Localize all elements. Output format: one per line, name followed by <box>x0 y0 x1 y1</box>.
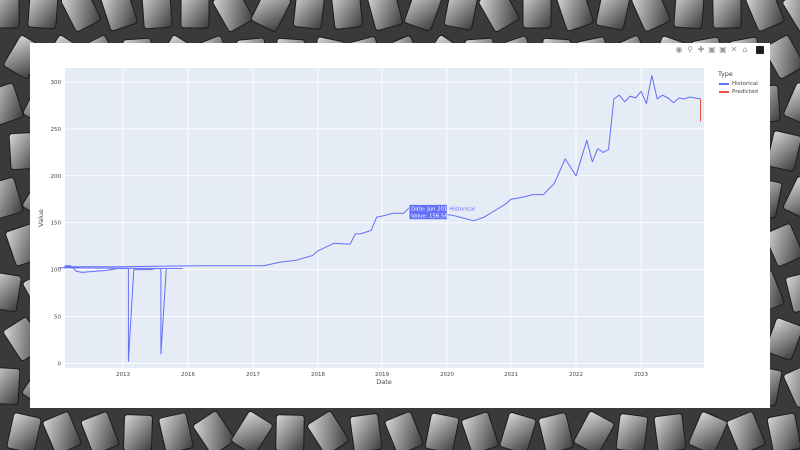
pan-icon[interactable]: ✚ <box>697 45 705 54</box>
background-tile <box>404 0 442 32</box>
background-tile <box>141 0 173 30</box>
background-tile <box>782 0 800 33</box>
background-tile <box>712 0 742 29</box>
grid <box>65 68 704 368</box>
y-tick-label: 200 <box>51 174 62 180</box>
plot-area <box>65 68 704 368</box>
background-tile <box>478 0 520 32</box>
background-tile <box>180 0 210 29</box>
background-tile <box>499 411 537 450</box>
y-tick-label: 250 <box>51 127 62 133</box>
background-tile <box>763 35 800 79</box>
background-tile <box>0 272 22 312</box>
background-tile <box>0 0 20 29</box>
legend-swatch-predicted <box>719 91 729 93</box>
y-axis-label: Value <box>37 209 45 227</box>
background-tile <box>100 0 138 32</box>
background-tile <box>785 271 800 313</box>
background-tile <box>275 414 305 450</box>
background-tile <box>349 413 383 450</box>
home-icon[interactable]: ⌂ <box>742 45 748 54</box>
background-tile <box>158 412 194 450</box>
camera-icon[interactable]: ◉ <box>675 45 683 54</box>
tooltip-line-value: Value: 156.56 <box>411 214 448 220</box>
background-tile <box>193 410 235 450</box>
legend-item-historical[interactable]: Historical <box>718 80 758 88</box>
background-tile <box>783 176 800 220</box>
background-tile <box>461 411 499 450</box>
background-tile <box>0 82 24 126</box>
y-tick-label: 150 <box>51 221 62 227</box>
background-tile <box>783 82 800 126</box>
background-tile <box>6 412 42 450</box>
background-tile <box>783 364 800 408</box>
x-tick-label: 2018 <box>311 372 325 378</box>
modebar-toolbar: ◉ ⚲ ✚ ▣ ▣ ✕ ⌂ <box>675 45 764 55</box>
logo-icon[interactable] <box>756 46 764 54</box>
background-tile <box>673 0 705 30</box>
zoom-in-icon[interactable]: ▣ <box>708 45 716 54</box>
background-tile <box>0 177 24 219</box>
y-tick-label: 300 <box>51 80 62 86</box>
x-tick-label: 2013 <box>116 372 130 378</box>
legend: Type Historical Predicted <box>718 70 758 96</box>
legend-item-predicted[interactable]: Predicted <box>718 88 758 96</box>
x-tick-label: 2019 <box>375 372 389 378</box>
background-tile <box>60 0 102 32</box>
tooltip-line-date: Date: Jun 2019 <box>411 207 451 213</box>
x-tick-label: 2017 <box>246 372 260 378</box>
background-tile <box>522 0 552 29</box>
y-tick-labels: 0 50 100 150 200 250 300 <box>51 80 62 367</box>
x-tick-label: 2021 <box>504 372 518 378</box>
background-tile <box>631 0 671 32</box>
tooltip-box <box>408 204 448 220</box>
zoom-out-icon[interactable]: ▣ <box>719 45 727 54</box>
legend-swatch-historical <box>719 83 729 85</box>
background-tile <box>745 0 785 32</box>
background-tile <box>538 412 574 450</box>
x-tick-labels: 2013 2016 2017 2018 2019 2020 2021 2022 2023 <box>116 372 648 378</box>
background-tile <box>765 317 800 361</box>
background-tile <box>231 410 273 450</box>
tooltip-series-name: Historical <box>449 207 475 213</box>
y-tick-label: 0 <box>58 361 62 367</box>
y-tick-label: 100 <box>51 268 62 274</box>
background-tile <box>556 0 594 32</box>
background-tile <box>292 0 326 30</box>
chart-panel: 2013 2016 2017 2018 2019 2020 2021 2022 2023 0 50… <box>30 43 770 408</box>
background-tile <box>330 0 364 30</box>
background-tile <box>443 0 479 31</box>
x-tick-label: 2023 <box>634 372 648 378</box>
x-axis-label: Date <box>376 378 392 386</box>
background-tile <box>0 366 21 406</box>
background-tile <box>615 413 649 450</box>
autoscale-icon[interactable]: ✕ <box>730 45 738 54</box>
series-group[interactable] <box>58 75 701 362</box>
legend-label-predicted: Predicted <box>732 89 758 95</box>
background-tile <box>766 412 800 450</box>
zoom-icon[interactable]: ⚲ <box>687 45 693 54</box>
background-tile <box>123 414 153 450</box>
background-tile <box>424 412 460 450</box>
legend-title: Type <box>718 70 733 78</box>
background-tile <box>27 0 59 30</box>
hover-tooltip: Date: Jun 2019 Value: 156.56 Historical <box>408 204 475 220</box>
background-tile <box>212 0 254 32</box>
background-tile <box>366 0 404 31</box>
background-tile <box>595 0 631 31</box>
y-tick-label: 50 <box>54 314 61 320</box>
background-tile <box>250 0 292 32</box>
background-tile <box>307 410 349 450</box>
line-chart: 2013 2016 2017 2018 2019 2020 2021 2022 2023 0 50… <box>37 68 704 386</box>
background-tile <box>764 223 800 267</box>
background-tile <box>573 411 615 450</box>
x-tick-label: 2022 <box>569 372 583 378</box>
x-tick-label: 2016 <box>181 372 195 378</box>
series-line-historical[interactable] <box>58 75 701 362</box>
legend-label-historical: Historical <box>732 81 758 87</box>
background-tile <box>653 413 687 450</box>
background-tile <box>766 130 800 172</box>
x-tick-label: 2020 <box>440 372 454 378</box>
